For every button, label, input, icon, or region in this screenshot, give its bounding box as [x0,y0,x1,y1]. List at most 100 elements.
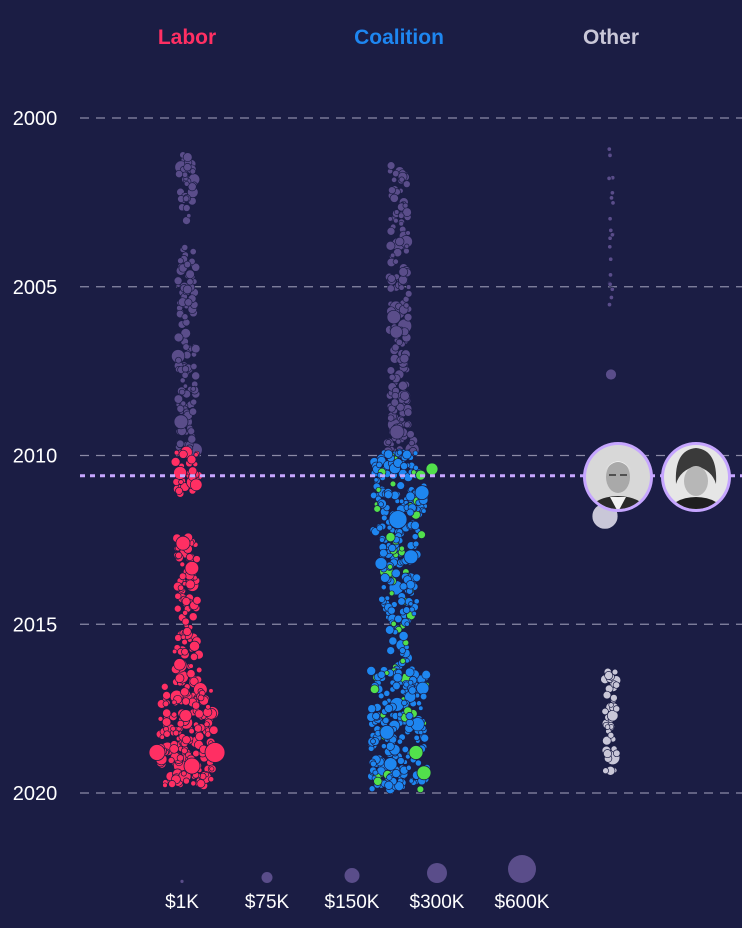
donation-bubble-coalition [384,780,394,790]
portrait-face [684,466,708,496]
donation-bubble-other [607,235,613,241]
donation-bubble-coalition [388,186,396,195]
portrait-figure [588,461,648,509]
size-legend-bubble [508,855,536,883]
donation-bubble-coalition [397,757,405,765]
donation-bubble-labor [182,777,190,785]
donation-bubble-labor [182,204,191,212]
donation-bubble-coalition [383,449,394,459]
donation-bubble-coalition [412,450,419,456]
donation-bubble-labor [191,371,201,381]
donation-bubble-coalition [387,414,395,422]
donation-bubble-labor [157,716,164,722]
donation-bubble-other [610,200,616,206]
donation-bubble-coalition [421,508,427,514]
donation-bubble-labor [180,634,186,640]
large-donation-bubble [183,757,201,775]
donation-bubble-labor [189,676,199,686]
donation-bubble-coalition [387,274,396,283]
donation-bubble-labor [173,658,186,671]
donation-bubble-coalition [386,226,396,236]
donation-bubble-other [610,694,618,702]
donation-bubble-coalition [399,582,408,591]
donation-bubble-coalition [378,501,384,508]
size-legend-label: $1K [165,892,199,913]
donation-bubble-labor [178,449,188,459]
donation-bubble-coalition [384,704,394,713]
donation-bubble-coalition [385,741,395,751]
y-tick-label: 2020 [13,783,58,805]
donation-bubble-coalition [405,718,414,727]
donation-bubble-labor [205,704,211,710]
large-donation-bubble [374,557,388,570]
donation-bubble-coalition [395,236,405,247]
donation-bubble-coalition [375,486,382,493]
donation-bubble-coalition [393,209,400,215]
donation-bubble-labor [168,780,177,788]
donation-bubble-labor [162,700,170,708]
donation-bubble-other [606,146,612,152]
donation-bubble-coalition [388,636,398,646]
donation-bubble-coalition [406,508,415,517]
donation-bubble-coalition [393,248,403,258]
donation-bubble-other [607,244,613,250]
donation-bubble-coalition [396,738,403,745]
donation-bubble-labor [173,394,184,404]
donation-bubble-coalition [386,161,396,170]
donation-bubble-other [612,681,621,689]
donation-bubble-other [606,709,619,722]
donation-bubble-coalition [373,776,383,786]
donation-bubble-labor [183,163,192,172]
portrait-collar [610,497,626,509]
donation-bubble-labor [183,260,192,269]
donation-bubble-labor [208,776,215,783]
donation-bubble-labor [180,400,187,407]
donation-bubble-labor [162,782,168,788]
donation-bubble-coalition [383,757,398,771]
donation-bubble-labor [189,168,196,175]
donation-bubble-labor [192,555,201,564]
donation-bubble-labor [174,634,182,642]
donation-bubble-coalition [417,530,426,539]
donation-bubble-coalition [386,284,395,293]
donation-bubble-coalition [394,781,404,792]
size-legend-label: $300K [410,892,465,913]
portrait-face [606,461,630,493]
donation-bubble-labor [182,152,193,163]
donation-bubble-coalition [405,712,414,720]
donation-bubble-labor [182,284,193,295]
donation-bubble-labor [171,648,178,655]
donation-bubble-coalition [406,430,415,439]
donation-bubble-coalition [379,536,385,543]
donation-bubble-other [607,272,614,278]
donation-bubble-coalition [402,202,409,209]
donation-bubble-labor [178,388,186,396]
donation-bubble-coalition [366,666,377,676]
donation-bubble-labor [188,407,198,416]
donation-bubble-coalition [391,343,400,352]
donation-bubble-coalition [390,398,399,407]
donation-bubble-coalition [390,620,397,627]
donation-bubble-labor [176,439,185,448]
donation-bubble-labor [186,454,197,465]
large-donation-bubble [605,368,617,381]
donation-bubble-labor [171,699,177,705]
large-donation-bubble [425,462,439,476]
donation-bubble-labor [181,638,188,646]
y-tick-label: 2010 [13,446,58,468]
donation-bubble-labor [209,766,215,772]
donation-bubble-other [607,216,613,222]
donation-bubble-labor [177,257,184,265]
donation-bubble-other [611,668,619,676]
donation-bubble-labor [191,262,201,272]
donation-bubble-coalition [385,240,396,251]
donation-bubble-labor [175,551,183,560]
column-label-other: Other [583,26,639,49]
donation-bubble-coalition [373,505,381,513]
donation-bubble-coalition [389,325,403,339]
donation-bubble-coalition [418,705,424,711]
donation-bubble-coalition [396,711,403,718]
donation-bubble-coalition [403,421,411,429]
donation-bubble-other [608,294,614,301]
